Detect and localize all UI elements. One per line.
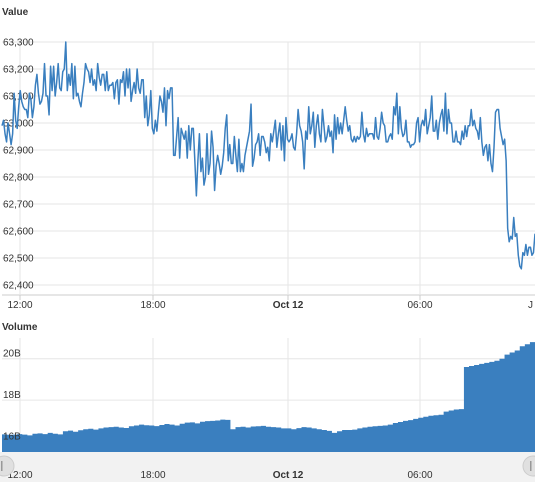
- value-x-tick-labels: 12:00 18:00 Oct 12 06:00 J: [7, 300, 533, 311]
- navigator-right-handle[interactable]: [522, 455, 535, 477]
- value-y-tick-label: 62,600: [3, 227, 34, 238]
- range-navigator[interactable]: 12:00 18:00 Oct 12 06:00: [0, 452, 535, 482]
- value-x-tick-label: 12:00: [7, 300, 32, 311]
- navigator-x-tick-label: 06:00: [407, 470, 432, 481]
- value-panel-title: Value: [2, 7, 29, 18]
- value-x-tick-label: J: [528, 300, 533, 311]
- value-y-tick-label: 63,200: [3, 65, 34, 76]
- value-panel: Value 62,400 62,500 62,600 62,700 62,800 62,9…: [1, 7, 535, 311]
- value-y-tick-label: 62,800: [3, 173, 34, 184]
- value-y-tick-label: 63,100: [3, 92, 34, 103]
- navigator-x-tick-labels: 12:00 18:00 Oct 12 06:00: [7, 470, 432, 481]
- nav-right-handle-icon[interactable]: [522, 455, 535, 477]
- value-y-tick-label: 62,900: [3, 146, 34, 157]
- value-y-tick-label: 63,300: [3, 38, 34, 49]
- nav-left-handle-icon[interactable]: [0, 455, 15, 477]
- navigator-track[interactable]: [0, 452, 535, 482]
- volume-panel: Volume 16B 18B 20B: [2, 322, 535, 452]
- volume-y-tick-labels: 16B 18B 20B: [3, 349, 21, 443]
- value-y-tick-label: 62,400: [3, 281, 34, 292]
- navigator-x-tick-label: 12:00: [7, 470, 32, 481]
- navigator-x-tick-label: Oct 12: [273, 470, 304, 481]
- value-y-tick-label: 63,000: [3, 119, 34, 130]
- value-x-tick-label: Oct 12: [273, 300, 304, 311]
- volume-series-area: [2, 342, 535, 452]
- value-y-tick-labels: 62,400 62,500 62,600 62,700 62,800 62,900 63,0…: [3, 38, 34, 292]
- navigator-left-handle[interactable]: [0, 455, 15, 477]
- navigator-x-tick-label: 18:00: [140, 470, 165, 481]
- volume-y-tick-label: 16B: [3, 432, 21, 443]
- value-y-tick-label: 62,500: [3, 254, 34, 265]
- volume-panel-title: Volume: [2, 322, 38, 333]
- volume-y-tick-label: 20B: [3, 349, 21, 360]
- grip-icon: [530, 461, 532, 471]
- volume-y-tick-label: 18B: [3, 390, 21, 401]
- value-y-tick-label: 62,700: [3, 200, 34, 211]
- value-x-tick-label: 06:00: [407, 300, 432, 311]
- value-x-tick-label: 18:00: [140, 300, 165, 311]
- value-series-line: [1, 41, 535, 270]
- grip-icon: [1, 461, 3, 471]
